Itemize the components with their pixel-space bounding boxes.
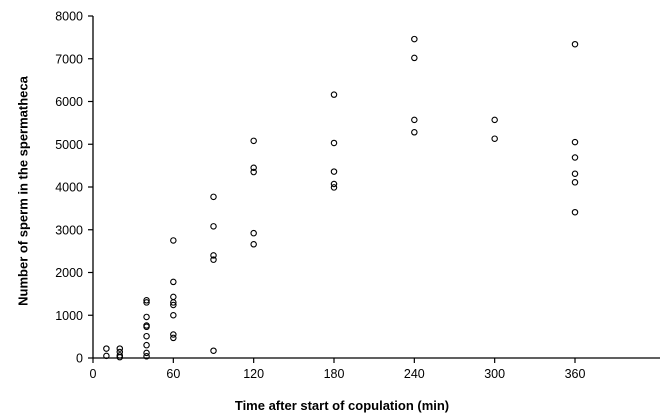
data-point (572, 210, 577, 215)
data-point (412, 36, 417, 41)
data-point (211, 348, 216, 353)
x-tick-label: 120 (243, 367, 264, 381)
y-ticks: 0 1000 2000 3000 4000 5000 6000 7000 8000 (55, 10, 93, 366)
y-tick-label: 7000 (55, 52, 83, 66)
x-tick-label: 180 (324, 367, 345, 381)
y-tick-label: 5000 (55, 138, 83, 152)
data-point (331, 185, 336, 190)
data-point (211, 224, 216, 229)
data-point (171, 279, 176, 284)
data-point (412, 117, 417, 122)
data-points (104, 36, 578, 359)
x-tick-label: 360 (565, 367, 586, 381)
x-axis-title: Time after start of copulation (min) (235, 398, 449, 413)
data-point (144, 342, 149, 347)
data-point (572, 180, 577, 185)
y-tick-label: 0 (76, 352, 83, 366)
data-point (331, 169, 336, 174)
data-point (331, 92, 336, 97)
y-tick-label: 4000 (55, 181, 83, 195)
data-point (171, 294, 176, 299)
axes (93, 16, 660, 358)
data-point (331, 140, 336, 145)
data-point (572, 171, 577, 176)
y-tick-label: 8000 (55, 10, 83, 24)
data-point (171, 238, 176, 243)
y-tick-label: 3000 (55, 223, 83, 237)
data-point (144, 333, 149, 338)
y-axis-title: Number of sperm in the spermatheca (15, 75, 30, 305)
data-point (104, 346, 109, 351)
data-point (572, 139, 577, 144)
x-tick-label: 240 (404, 367, 425, 381)
data-point (492, 136, 497, 141)
data-point (412, 130, 417, 135)
data-point (251, 138, 256, 143)
x-tick-label: 300 (484, 367, 505, 381)
x-tick-label: 60 (166, 367, 180, 381)
data-point (251, 230, 256, 235)
data-point (211, 194, 216, 199)
data-point (572, 42, 577, 47)
y-tick-label: 2000 (55, 266, 83, 280)
data-point (144, 314, 149, 319)
data-point (572, 155, 577, 160)
y-tick-label: 1000 (55, 309, 83, 323)
x-ticks: 0 60 120 180 240 300 360 (90, 358, 586, 381)
y-tick-label: 6000 (55, 95, 83, 109)
data-point (171, 313, 176, 318)
data-point (412, 55, 417, 60)
data-point (171, 335, 176, 340)
data-point (492, 117, 497, 122)
data-point (251, 242, 256, 247)
x-tick-label: 0 (90, 367, 97, 381)
